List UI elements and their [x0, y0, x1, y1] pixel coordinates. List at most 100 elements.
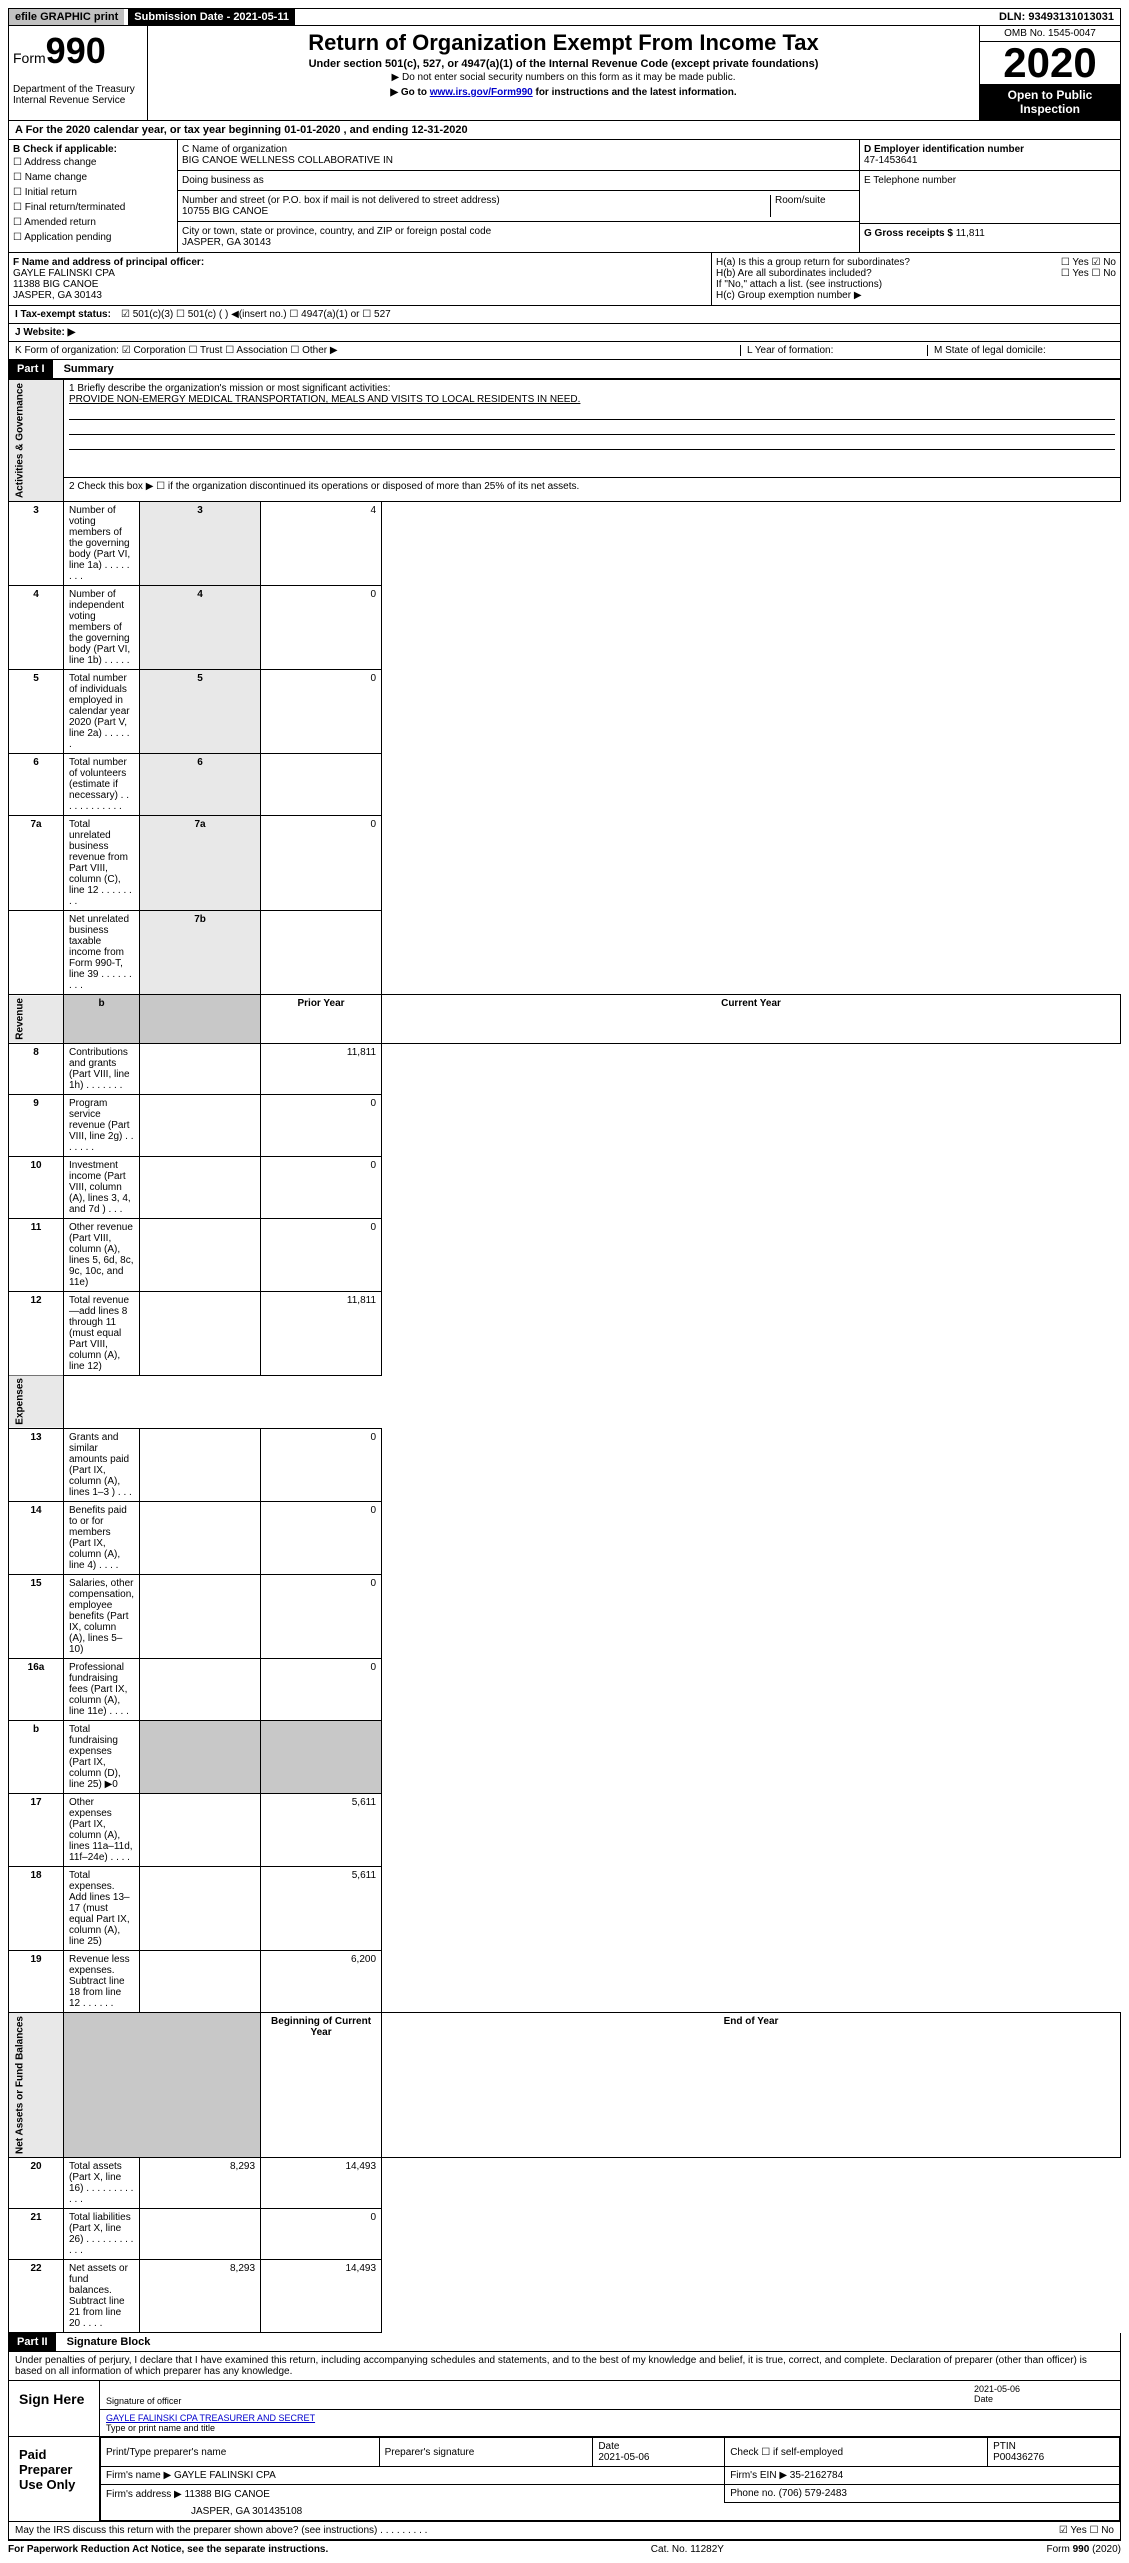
note-ssn: ▶ Do not enter social security numbers o… — [152, 72, 975, 83]
paid-h5v: P00436276 — [993, 2452, 1044, 2463]
form-prefix: Form — [13, 50, 46, 66]
g-label: G Gross receipts $ — [864, 228, 956, 239]
vert-ag: Activities & Governance — [9, 380, 64, 502]
d-val: 47-1453641 — [864, 155, 1116, 166]
note-goto: ▶ Go to www.irs.gov/Form990 for instruct… — [152, 87, 975, 98]
part1-header: Part I Summary — [8, 360, 1121, 379]
sig-date-l: Date — [974, 2394, 993, 2404]
efile-label: efile GRAPHIC print — [9, 9, 124, 25]
sign-section: Sign Here Signature of officer 2021-05-0… — [8, 2381, 1121, 2437]
goto-link[interactable]: www.irs.gov/Form990 — [430, 87, 533, 98]
subtitle: Under section 501(c), 527, or 4947(a)(1)… — [152, 58, 975, 70]
i-opts: ☑ 501(c)(3) ☐ 501(c) ( ) ◀(insert no.) ☐… — [121, 309, 391, 320]
form-no: 990 — [46, 30, 106, 71]
c-name: BIG CANOE WELLNESS COLLABORATIVE IN — [182, 155, 855, 166]
sign-label: Sign Here — [9, 2381, 100, 2436]
vert-na: Net Assets or Fund Balances — [9, 2013, 64, 2158]
main-title: Return of Organization Exempt From Incom… — [152, 30, 975, 56]
col-current: Current Year — [382, 995, 1121, 1044]
sig-name: GAYLE FALINSKI CPA TREASURER AND SECRET — [106, 2413, 315, 2423]
e-label: E Telephone number — [864, 175, 1116, 186]
open-public: Open to Public Inspection — [980, 84, 1120, 120]
ha-label: H(a) Is this a group return for subordin… — [716, 257, 910, 268]
c-room-label: Room/suite — [770, 195, 855, 217]
paid-table: Print/Type preparer's name Preparer's si… — [100, 2437, 1120, 2521]
submission-date: Submission Date - 2021-05-11 — [128, 9, 295, 25]
l-label: L Year of formation: — [740, 345, 927, 356]
paid-label: Paid Preparer Use Only — [9, 2437, 100, 2521]
paddr2: JASPER, GA 301435108 — [101, 2503, 1120, 2521]
section-fh: F Name and address of principal officer:… — [8, 253, 1121, 306]
d-label: D Employer identification number — [864, 144, 1116, 155]
section-bcde: B Check if applicable: ☐ Address change☐… — [8, 140, 1121, 253]
l1-text: PROVIDE NON-EMERGY MEDICAL TRANSPORTATIO… — [69, 394, 1115, 405]
c-city: JASPER, GA 30143 — [182, 237, 855, 248]
c-addr-label: Number and street (or P.O. box if mail i… — [182, 195, 770, 206]
discuss-a: ☑ Yes ☐ No — [1059, 2525, 1114, 2536]
form-header: Form990 Department of the Treasury Inter… — [8, 26, 1121, 121]
firm-l: Firm's name ▶ — [106, 2470, 171, 2481]
ein: 35-2162784 — [790, 2470, 843, 2481]
paid-h2: Preparer's signature — [379, 2438, 593, 2467]
m-label: M State of legal domicile: — [927, 345, 1114, 356]
col-begin: Beginning of Current Year — [261, 2013, 382, 2158]
part1-label: Part I — [9, 360, 53, 378]
hb-ans: ☐ Yes ☐ No — [1061, 268, 1116, 279]
paid-h3: Date — [598, 2441, 619, 2452]
b-options: ☐ Address change☐ Name change☐ Initial r… — [13, 155, 173, 245]
footer: For Paperwork Reduction Act Notice, see … — [8, 2540, 1121, 2555]
ha-ans: ☐ Yes ☑ No — [1061, 257, 1116, 268]
num-b: b — [64, 995, 140, 1044]
c-name-label: C Name of organization — [182, 144, 855, 155]
j-label: J Website: ▶ — [15, 327, 75, 338]
vert-exp: Expenses — [9, 1375, 64, 1429]
dln: DLN: 93493131013031 — [993, 9, 1120, 25]
f-name: GAYLE FALINSKI CPA — [13, 268, 707, 279]
discuss-q: May the IRS discuss this return with the… — [15, 2525, 1059, 2536]
phone-l: Phone no. — [730, 2488, 776, 2499]
paid-h3v: 2021-05-06 — [598, 2452, 649, 2463]
part2-title: Signature Block — [59, 2333, 159, 2351]
k-label: K Form of organization: ☑ Corporation ☐ … — [15, 345, 740, 356]
vert-rev: Revenue — [9, 995, 64, 1044]
l2: 2 Check this box ▶ ☐ if the organization… — [64, 478, 1121, 502]
g-val: 11,811 — [956, 228, 985, 239]
l1-label: 1 Briefly describe the organization's mi… — [69, 383, 1115, 394]
row-i: I Tax-exempt status: ☑ 501(c)(3) ☐ 501(c… — [8, 306, 1121, 324]
i-label: I Tax-exempt status: — [15, 309, 111, 320]
c-city-label: City or town, state or province, country… — [182, 226, 855, 237]
section-a: A For the 2020 calendar year, or tax yea… — [8, 121, 1121, 140]
row-j: J Website: ▶ — [8, 324, 1121, 342]
sig-date: 2021-05-06 — [974, 2384, 1020, 2394]
footer-l: For Paperwork Reduction Act Notice, see … — [8, 2544, 328, 2555]
footer-c: Cat. No. 11282Y — [651, 2544, 724, 2555]
f-label: F Name and address of principal officer: — [13, 257, 707, 268]
top-bar: efile GRAPHIC print Submission Date - 20… — [8, 8, 1121, 26]
b-label: B Check if applicable: — [13, 144, 173, 155]
hc-label: H(c) Group exemption number ▶ — [716, 290, 1116, 301]
paddr: 11388 BIG CANOE — [185, 2489, 270, 2500]
f-l2: JASPER, GA 30143 — [13, 290, 707, 301]
firm: GAYLE FALINSKI CPA — [174, 2470, 276, 2481]
paddr-l: Firm's address ▶ — [106, 2489, 182, 2500]
ein-l: Firm's EIN ▶ — [730, 2470, 787, 2481]
col-prior: Prior Year — [261, 995, 382, 1044]
sig-name-l: Type or print name and title — [106, 2423, 215, 2433]
row-klm: K Form of organization: ☑ Corporation ☐ … — [8, 342, 1121, 360]
col-end: End of Year — [382, 2013, 1121, 2158]
paid-section: Paid Preparer Use Only Print/Type prepar… — [8, 2437, 1121, 2522]
f-l1: 11388 BIG CANOE — [13, 279, 707, 290]
part1-title: Summary — [56, 360, 122, 378]
dept-label: Department of the Treasury Internal Reve… — [13, 84, 143, 106]
paid-h4: Check ☐ if self-employed — [725, 2438, 988, 2467]
summary-table: Activities & Governance 1 Briefly descri… — [8, 379, 1121, 2333]
part2-label: Part II — [9, 2333, 56, 2351]
c-addr: 10755 BIG CANOE — [182, 206, 770, 217]
paid-h1: Print/Type preparer's name — [101, 2438, 380, 2467]
hb-label: H(b) Are all subordinates included? — [716, 268, 872, 279]
form-number: Form990 — [13, 30, 143, 72]
tax-year: 2020 — [980, 42, 1120, 84]
goto-post: for instructions and the latest informat… — [533, 87, 737, 98]
sig-of: Signature of officer — [106, 2396, 181, 2406]
discuss-row: May the IRS discuss this return with the… — [8, 2522, 1121, 2540]
